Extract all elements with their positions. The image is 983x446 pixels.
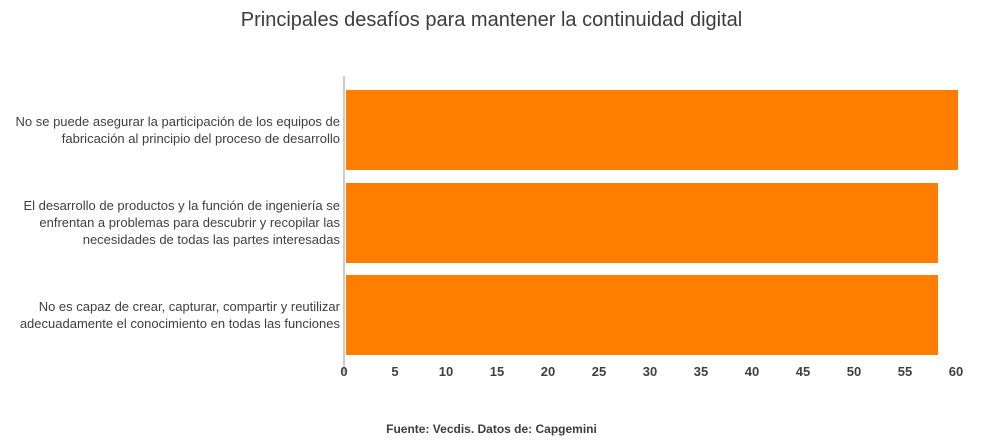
category-label: No se puede asegurar la participación de…: [15, 114, 341, 146]
x-axis-tick-label: 35: [693, 364, 709, 379]
x-axis-tick-label: 15: [489, 364, 505, 379]
bar[interactable]: [346, 182, 938, 263]
x-axis-tick-label: 10: [438, 364, 454, 379]
bar[interactable]: [346, 90, 958, 170]
x-axis-tick-label: 50: [846, 364, 862, 379]
y-axis-baseline: [343, 76, 345, 373]
x-axis-tick-label: 45: [795, 364, 811, 379]
x-axis-tick-label: 30: [642, 364, 658, 379]
bar[interactable]: [346, 275, 938, 355]
x-axis-tick-label: 40: [744, 364, 760, 379]
x-axis-tick-label: 0: [340, 364, 348, 379]
x-axis-tick-label: 20: [540, 364, 556, 379]
x-axis-tick-label: 25: [591, 364, 607, 379]
category-label: No es capaz de crear, capturar, comparti…: [19, 299, 340, 331]
x-axis-tick-label: 55: [897, 364, 913, 379]
category-label: El desarrollo de productos y la función …: [23, 198, 340, 247]
chart-title: Principales desafíos para mantener la co…: [240, 9, 743, 31]
x-axis-tick-label: 5: [391, 364, 399, 379]
x-axis-tick-label: 60: [948, 364, 964, 379]
source-note: Fuente: Vecdis. Datos de: Capgemini: [386, 422, 597, 436]
